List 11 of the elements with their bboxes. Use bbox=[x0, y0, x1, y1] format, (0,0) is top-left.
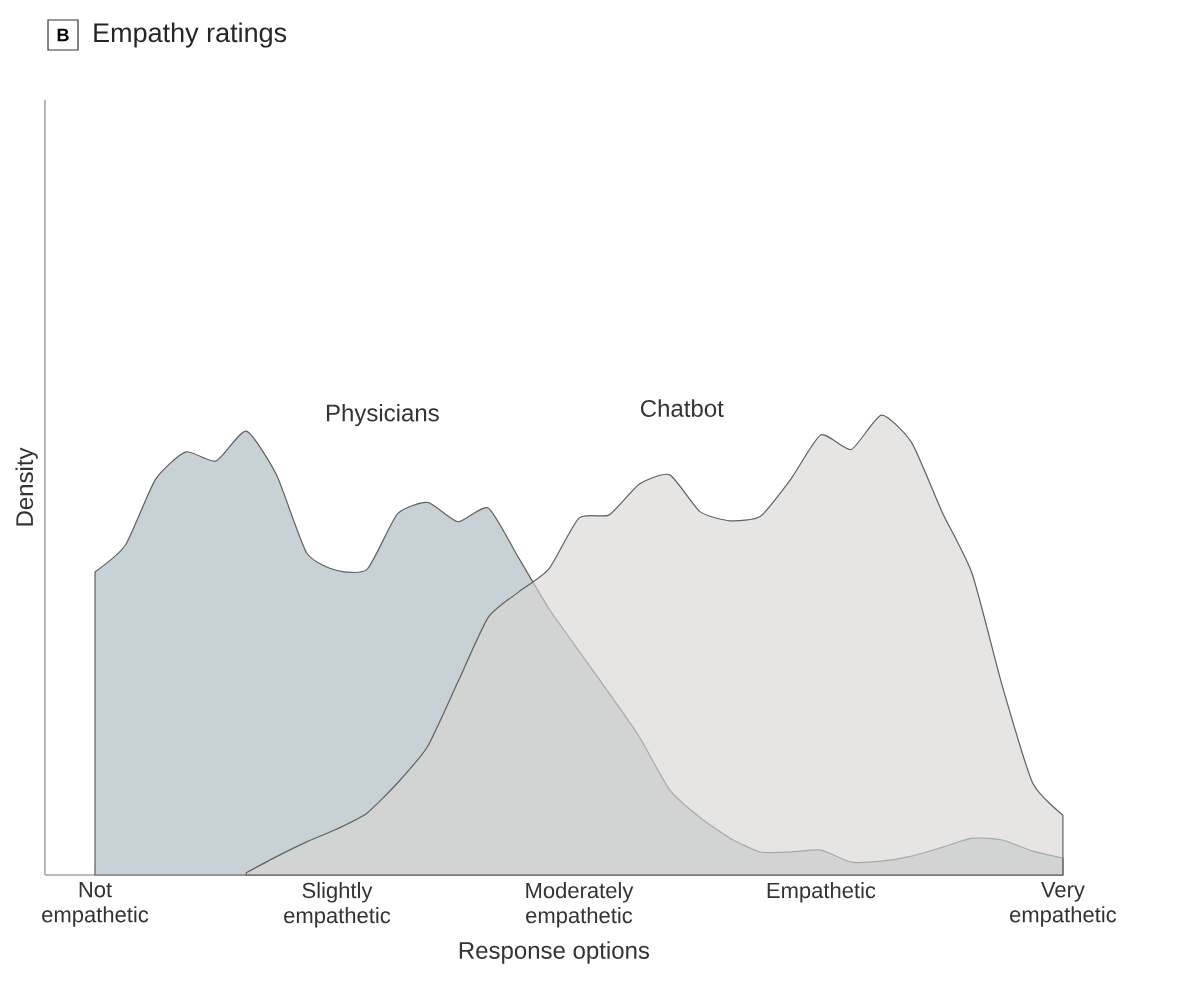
x-tick-label: Slightly empathetic bbox=[284, 882, 391, 928]
x-tick-label: Very empathetic bbox=[1010, 882, 1117, 927]
x-axis-title: Response options bbox=[459, 941, 650, 964]
text: Chatbot bbox=[640, 399, 724, 417]
text: B bbox=[57, 28, 69, 42]
y-axis-title: Density bbox=[15, 447, 38, 526]
chart-title: Empathy ratings bbox=[94, 22, 287, 48]
text: Physicians bbox=[326, 403, 439, 427]
x-tick-label: Empathetic bbox=[767, 882, 876, 903]
x-tick-label: Not empathetic bbox=[42, 882, 149, 927]
x-tick-label: Moderately empathetic bbox=[526, 882, 634, 928]
